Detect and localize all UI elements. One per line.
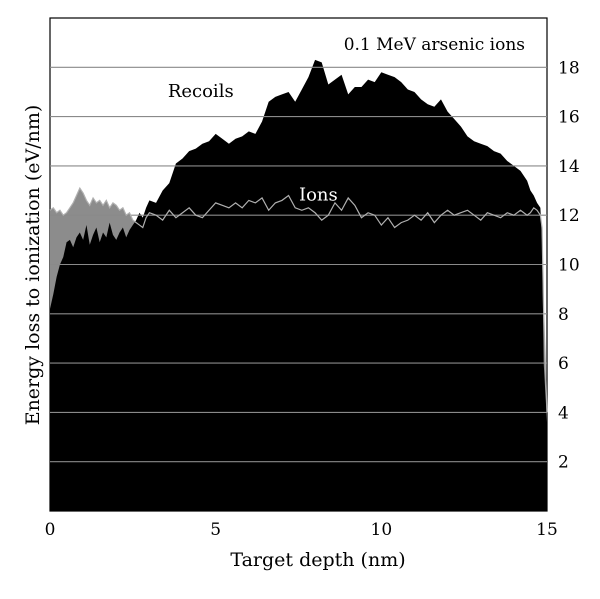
y-axis-label: Energy loss to ionization (eV/nm) [22, 105, 44, 426]
x-tick-label-5: 5 [210, 520, 221, 540]
y-tick-label-12: 12 [558, 206, 580, 226]
x-tick-label-15: 15 [536, 520, 558, 540]
ions-line-layer [49, 186, 548, 413]
y-tick-label-6: 6 [558, 354, 569, 374]
recoils-series-layer [50, 59, 547, 512]
y-tick-label-2: 2 [558, 453, 569, 473]
ions-line [49, 186, 548, 413]
annotation-recoils: Recoils [168, 81, 234, 102]
y-tick-label-16: 16 [558, 108, 580, 128]
x-axis-label: Target depth (nm) [230, 549, 405, 571]
y-tick-labels: 2 4 6 8 10 12 14 16 18 [558, 58, 580, 472]
y-tick-label-4: 4 [558, 403, 569, 423]
y-tick-label-14: 14 [558, 157, 580, 177]
recoils-area [50, 59, 547, 512]
annotation-ions: Ions [299, 184, 338, 205]
y-tick-label-10: 10 [558, 256, 580, 276]
grid-layer [50, 66, 547, 463]
x-tick-label-0: 0 [45, 520, 56, 540]
x-tick-labels: 0 5 10 15 [45, 520, 558, 540]
y-tick-label-8: 8 [558, 305, 569, 325]
x-tick-label-10: 10 [371, 520, 393, 540]
y-tick-label-18: 18 [558, 58, 580, 78]
chart-title: 0.1 MeV arsenic ions [344, 35, 525, 55]
series-annotations: Recoils Ions [168, 81, 338, 206]
